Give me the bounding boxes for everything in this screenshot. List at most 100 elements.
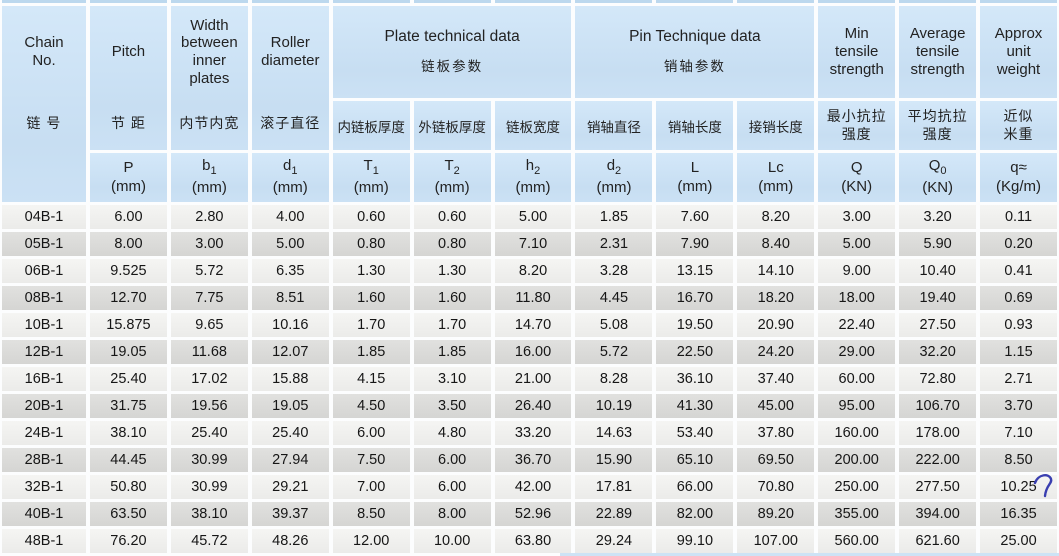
data-cell: 5.00 (494, 205, 572, 229)
header-symbol: d1 (mm) (251, 153, 329, 202)
data-cell: 16.00 (494, 340, 572, 364)
header-chain-no-en: Chain No. (24, 34, 64, 69)
header-pitch: Pitch 节 距 (90, 6, 167, 150)
data-cell: 3.50 (413, 394, 491, 418)
data-cell: 1.15 (980, 340, 1057, 364)
data-cell: 36.70 (494, 448, 572, 472)
data-cell: 27.50 (899, 313, 977, 337)
data-cell: 27.94 (251, 448, 329, 472)
table-edge-stub (656, 0, 734, 3)
data-cell: 2.80 (170, 205, 248, 229)
data-cell: 7.50 (332, 448, 410, 472)
header-symbol: b1 (mm) (170, 153, 248, 202)
data-cell: 355.00 (818, 502, 896, 526)
data-cell: 4.45 (575, 286, 653, 310)
data-cell: 3.00 (818, 205, 896, 229)
header-unit-weight-cn: 近似 米重 (980, 101, 1057, 150)
data-cell: 6.00 (413, 448, 491, 472)
data-cell: 19.50 (656, 313, 734, 337)
header-sublabel: 销轴长度 (656, 101, 734, 150)
data-cell: 1.85 (413, 340, 491, 364)
data-cell: 10.19 (575, 394, 653, 418)
data-cell: 5.72 (170, 259, 248, 283)
header-sublabel: 外链板厚度 (413, 101, 491, 150)
data-cell: 6.00 (90, 205, 167, 229)
table-edge-stub (251, 0, 329, 3)
header-symbol: L (mm) (656, 153, 734, 202)
data-cell: 1.60 (332, 286, 410, 310)
header-inner-width: Width between inner plates 内节内宽 (170, 6, 248, 150)
data-cell: 20.90 (737, 313, 815, 337)
data-cell: 22.50 (656, 340, 734, 364)
row-label-cell: 32B-1 (2, 475, 86, 499)
data-cell: 9.525 (90, 259, 167, 283)
header-min-tensile-en: Min tensile strength (818, 6, 896, 98)
data-cell: 19.05 (90, 340, 167, 364)
handwritten-pen-mark (1033, 474, 1053, 498)
data-cell: 1.85 (332, 340, 410, 364)
data-cell: 2.31 (575, 232, 653, 256)
header-group-plate: Plate technical data 链板参数 (332, 6, 572, 98)
data-cell: 42.00 (494, 475, 572, 499)
table-edge-stub (818, 0, 896, 3)
header-inner-width-cn: 内节内宽 (179, 115, 240, 131)
data-cell: 72.80 (899, 367, 977, 391)
table-top-sliver (0, 0, 1059, 3)
data-cell: 10.25 (980, 475, 1057, 499)
data-cell: 45.72 (170, 529, 248, 553)
data-cell: 29.00 (818, 340, 896, 364)
data-cell: 17.81 (575, 475, 653, 499)
table-edge-stub (575, 0, 653, 3)
header-avg-tensile-cn: 平均抗拉 强度 (899, 101, 977, 150)
data-cell: 4.00 (251, 205, 329, 229)
data-cell: 1.70 (413, 313, 491, 337)
data-cell: 44.45 (90, 448, 167, 472)
header-chain-no-cn: 链 号 (26, 115, 62, 131)
row-label-cell: 28B-1 (2, 448, 86, 472)
data-cell: 9.00 (818, 259, 896, 283)
data-cell: 9.65 (170, 313, 248, 337)
table-edge-stub (899, 0, 977, 3)
data-cell: 6.00 (332, 421, 410, 445)
header-roller-diameter-en: Roller diameter (261, 34, 320, 69)
data-cell: 5.08 (575, 313, 653, 337)
data-cell: 0.93 (980, 313, 1057, 337)
header-roller-diameter: Roller diameter 滚子直径 (251, 6, 329, 150)
data-cell: 45.00 (737, 394, 815, 418)
header-symbol: Q0 (KN) (899, 153, 977, 202)
data-cell: 52.96 (494, 502, 572, 526)
data-cell: 1.85 (575, 205, 653, 229)
table-body: 04B-1 6.00 2.80 4.00 0.60 0.60 5.00 1.85 7.60 8.2… (0, 205, 1059, 553)
header-group-plate-cn: 链板参数 (421, 59, 484, 75)
data-cell: 25.00 (980, 529, 1057, 553)
table-bottom-sliver (560, 553, 1059, 556)
data-cell: 53.40 (656, 421, 734, 445)
data-cell: 37.40 (737, 367, 815, 391)
data-cell: 0.41 (980, 259, 1057, 283)
data-cell: 26.40 (494, 394, 572, 418)
data-cell: 11.68 (170, 340, 248, 364)
data-cell: 14.70 (494, 313, 572, 337)
data-cell: 25.40 (90, 367, 167, 391)
data-cell: 13.15 (656, 259, 734, 283)
data-cell: 10.16 (251, 313, 329, 337)
data-cell: 3.00 (170, 232, 248, 256)
data-cell: 5.00 (251, 232, 329, 256)
row-label-cell: 24B-1 (2, 421, 86, 445)
header-symbol: T2 (mm) (413, 153, 491, 202)
data-cell: 24.20 (737, 340, 815, 364)
table-edge-stub (980, 0, 1057, 3)
data-cell: 38.10 (90, 421, 167, 445)
data-cell: 29.21 (251, 475, 329, 499)
data-cell: 37.80 (737, 421, 815, 445)
header-group-pin: Pin Technique data 销轴参数 (575, 6, 815, 98)
table-edge-stub (737, 0, 815, 3)
data-cell: 63.50 (90, 502, 167, 526)
data-cell: 25.40 (170, 421, 248, 445)
header-inner-width-en: Width between inner plates (181, 16, 238, 87)
row-label-cell: 04B-1 (2, 205, 86, 229)
data-cell: 22.89 (575, 502, 653, 526)
data-cell: 60.00 (818, 367, 896, 391)
data-cell: 200.00 (818, 448, 896, 472)
